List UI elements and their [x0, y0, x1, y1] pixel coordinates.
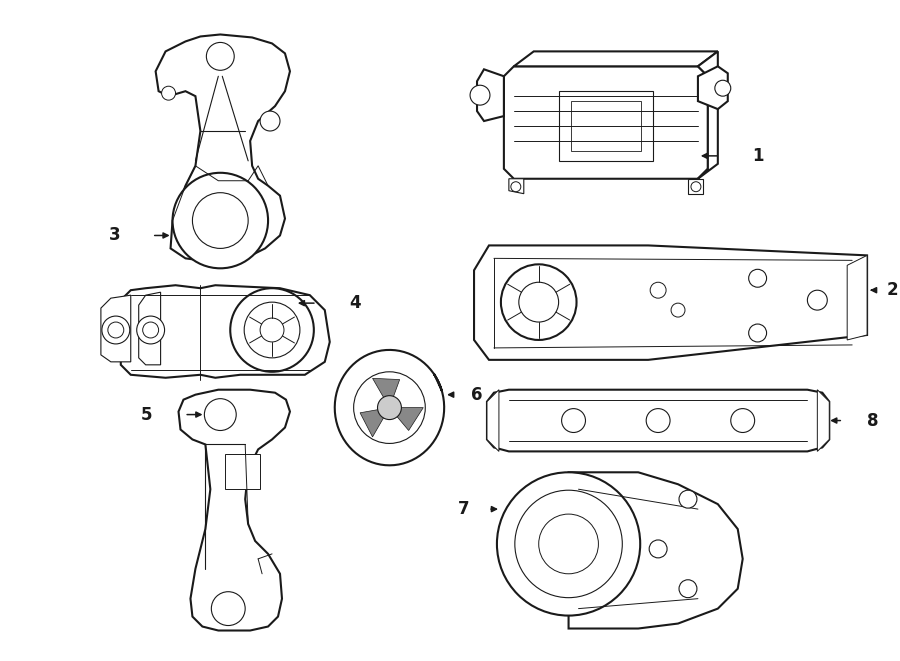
Text: 1: 1: [752, 147, 764, 165]
Polygon shape: [569, 473, 742, 629]
Polygon shape: [156, 34, 290, 262]
Text: 3: 3: [109, 227, 121, 245]
Circle shape: [204, 399, 236, 430]
Circle shape: [102, 316, 130, 344]
Text: 4: 4: [350, 294, 361, 312]
Circle shape: [497, 473, 640, 615]
Circle shape: [260, 111, 280, 131]
Circle shape: [646, 408, 670, 432]
Circle shape: [749, 324, 767, 342]
Polygon shape: [698, 66, 728, 109]
Circle shape: [731, 408, 754, 432]
Circle shape: [518, 282, 559, 322]
Text: 7: 7: [457, 500, 469, 518]
Polygon shape: [121, 286, 329, 378]
Polygon shape: [477, 69, 504, 121]
Circle shape: [511, 182, 521, 192]
Circle shape: [206, 42, 234, 70]
Circle shape: [515, 490, 622, 598]
Circle shape: [501, 264, 577, 340]
Polygon shape: [817, 390, 829, 451]
Text: 8: 8: [867, 412, 878, 430]
Polygon shape: [847, 255, 867, 340]
Circle shape: [715, 80, 731, 96]
Text: 2: 2: [887, 281, 898, 299]
Polygon shape: [504, 66, 708, 178]
Polygon shape: [487, 390, 829, 451]
Circle shape: [539, 514, 599, 574]
Circle shape: [143, 322, 158, 338]
Polygon shape: [225, 454, 260, 489]
Circle shape: [749, 269, 767, 288]
Polygon shape: [487, 390, 499, 451]
Text: 5: 5: [141, 406, 153, 424]
Circle shape: [193, 193, 248, 249]
Circle shape: [162, 86, 176, 100]
Circle shape: [212, 592, 245, 625]
Circle shape: [649, 540, 667, 558]
Polygon shape: [390, 408, 423, 430]
Circle shape: [377, 396, 401, 420]
Polygon shape: [360, 408, 390, 437]
Circle shape: [807, 290, 827, 310]
Polygon shape: [139, 292, 160, 365]
Circle shape: [679, 580, 697, 598]
Polygon shape: [514, 52, 718, 66]
Polygon shape: [688, 178, 703, 194]
Circle shape: [108, 322, 124, 338]
Circle shape: [173, 173, 268, 268]
Polygon shape: [335, 350, 445, 465]
Circle shape: [562, 408, 586, 432]
Polygon shape: [559, 91, 653, 161]
Circle shape: [244, 302, 300, 358]
Polygon shape: [178, 390, 290, 631]
Circle shape: [230, 288, 314, 371]
Circle shape: [137, 316, 165, 344]
Polygon shape: [373, 378, 400, 408]
Circle shape: [650, 282, 666, 298]
Circle shape: [671, 303, 685, 317]
Circle shape: [260, 318, 284, 342]
Polygon shape: [571, 101, 641, 151]
Circle shape: [691, 182, 701, 192]
Circle shape: [354, 371, 426, 444]
Circle shape: [470, 85, 490, 105]
Polygon shape: [508, 178, 524, 194]
Text: 6: 6: [471, 385, 482, 404]
Polygon shape: [101, 295, 130, 362]
Circle shape: [679, 490, 697, 508]
Polygon shape: [474, 245, 867, 360]
Polygon shape: [698, 52, 718, 178]
